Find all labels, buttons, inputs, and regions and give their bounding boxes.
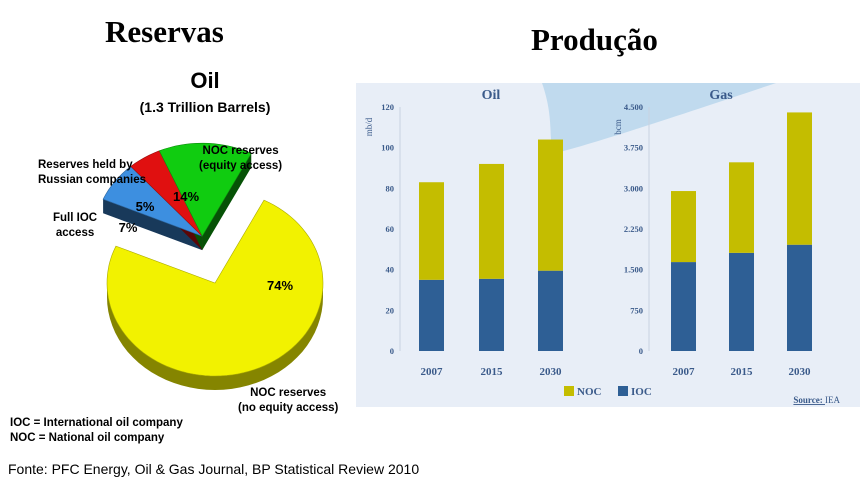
legend-noc-definition: NOC = National oil company [10,432,165,444]
pie-slice-noc-equity [158,142,252,237]
legend-noc-label: NOC [577,386,602,398]
x-tick-gas-2030: 2030 [789,366,812,378]
bar-ioc-gas-2015 [729,252,754,351]
footer-source: Fonte: PFC Energy, Oil & Gas Journal, BP… [8,461,420,477]
bar-chart-title-oil: Oil [482,88,501,103]
bar-chart-ylabel-oil: mb/d [364,117,374,136]
pie-slice-full-ioc [102,165,203,237]
y-tick-oil: 20 [386,305,395,315]
production-panel: Oil mb/d 0 20 40 60 80 100 120 2007 2015 2030 Gas bcm… [356,83,860,407]
y-tick-oil: 100 [381,143,394,153]
legend-ioc-label: IOC [631,386,652,398]
pie-slice-noc-equity-edge [202,153,252,251]
y-tick-gas: 4.500 [624,102,643,112]
bar-ioc-oil-2015 [479,278,504,351]
x-tick-gas-2007: 2007 [673,366,696,378]
y-tick-gas: 2.250 [624,224,643,234]
x-tick-gas-2015: 2015 [731,366,754,378]
label-full-ioc: Full IOC access [53,212,98,239]
legend-ioc-definition: IOC = International oil company [10,417,183,429]
source-name: IEA [825,395,840,405]
pie-slice-full-ioc-label: 7% [119,220,138,235]
legend-noc-swatch [564,386,574,396]
label-noc-no-equity: NOC reserves (no equity access) [238,387,339,414]
label-noc-equity: NOC reserves (equity access) [199,145,283,172]
bar-ioc-oil-2007 [419,279,444,351]
y-tick-oil: 60 [386,224,395,234]
pie-slice-full-ioc-edge [103,199,203,251]
y-tick-gas: 750 [630,305,643,315]
source-note: Source: IEA [793,395,840,405]
pie-slice-noc-no-equity [106,199,324,377]
label-russian: Reserves held by Russian companies [38,159,147,186]
legend-ioc-swatch [618,386,628,396]
bar-noc-gas-2007 [671,191,696,263]
y-tick-oil: 80 [386,183,395,193]
title-producao: Produção [531,22,658,57]
y-tick-gas: 3.000 [624,183,643,193]
bar-noc-gas-2015 [729,162,754,253]
x-tick-oil-2007: 2007 [421,366,444,378]
title-reservas: Reservas [105,14,224,49]
bar-ioc-oil-2030 [538,270,563,351]
pie-slice-russian [130,150,203,237]
y-tick-gas: 0 [639,346,643,356]
pie-subtitle: (1.3 Trillion Barrels) [139,99,271,115]
bar-chart-title-gas: Gas [709,88,733,103]
y-tick-gas: 3.750 [624,143,643,153]
pie-slice-russian-label: 5% [136,199,155,214]
bar-noc-oil-2030 [538,139,563,271]
source-label: Source: [793,395,825,405]
bar-noc-oil-2007 [419,182,444,280]
x-tick-oil-2030: 2030 [540,366,563,378]
y-tick-oil: 120 [381,102,394,112]
x-tick-oil-2015: 2015 [481,366,504,378]
bar-chart-ylabel-gas: bcm [613,119,623,135]
bar-noc-oil-2015 [479,163,504,279]
pie-title: Oil [190,68,220,93]
decorative-swoosh [542,83,776,153]
bar-ioc-gas-2030 [787,244,812,351]
pie-slice-noc-no-equity-label: 74% [267,278,293,293]
y-tick-oil: 0 [390,346,394,356]
y-tick-gas: 1.500 [624,265,643,275]
production-charts: Oil mb/d 0 20 40 60 80 100 120 2007 2015 2030 Gas bcm… [364,83,840,405]
y-tick-oil: 40 [386,265,395,275]
pie-slice-noc-equity-label: 14% [173,189,199,204]
bar-ioc-gas-2007 [671,262,696,351]
bar-noc-gas-2030 [787,112,812,245]
